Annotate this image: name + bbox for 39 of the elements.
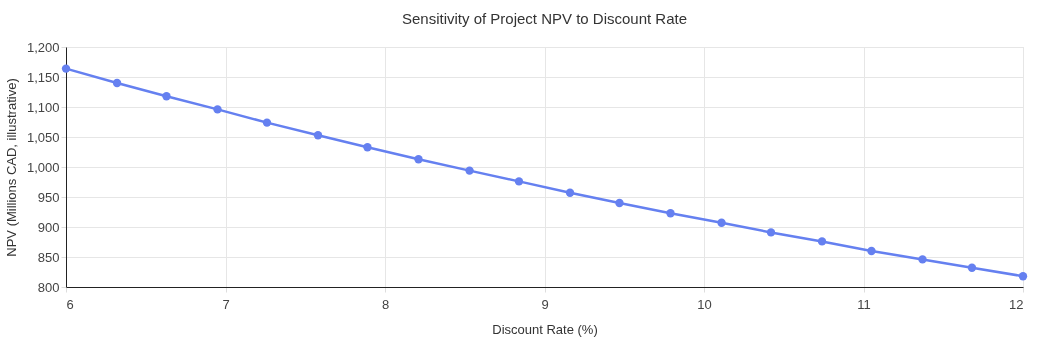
point [465, 166, 474, 175]
point [514, 177, 524, 186]
y-tick-label: 1,100 [26, 99, 60, 115]
x-tick-label: 10 [697, 296, 712, 312]
point [313, 131, 323, 140]
point [262, 118, 272, 127]
point [867, 246, 876, 256]
y-axis-title: NPV (Millions CAD, illustrative) [3, 78, 19, 257]
y-tick-label: 900 [37, 219, 60, 235]
y-tick-label: 850 [37, 249, 60, 265]
x-tick-label: 6 [66, 296, 74, 312]
point [615, 198, 624, 208]
y-tick-label: 800 [37, 279, 60, 295]
point [817, 237, 827, 246]
x-tick-label: 12 [1009, 296, 1024, 312]
point [363, 143, 372, 152]
y-tick-label: 1,150 [26, 69, 60, 85]
chart-title: Sensitivity of Project NPV to Discount Rate [401, 10, 688, 27]
x-tick-label: 7 [222, 296, 230, 312]
x-tick-label: 11 [857, 296, 871, 312]
point [414, 155, 423, 164]
point [1018, 272, 1028, 281]
point [112, 78, 122, 88]
y-tick-label: 1,050 [26, 129, 60, 145]
point [967, 263, 977, 272]
x-tick-label: 9 [541, 296, 549, 312]
y-tick-label: 1,200 [26, 39, 60, 55]
point [213, 105, 222, 114]
y-tick-label: 950 [37, 189, 60, 205]
point [918, 255, 927, 264]
point [717, 218, 726, 227]
x-axis-title: Discount Rate (%) [492, 321, 598, 337]
x-tick-label: 8 [381, 296, 390, 312]
point [61, 64, 71, 73]
y-tick-label: 1,000 [26, 159, 60, 175]
point [162, 92, 171, 101]
point [666, 209, 675, 218]
point [565, 188, 575, 197]
point [766, 228, 776, 237]
